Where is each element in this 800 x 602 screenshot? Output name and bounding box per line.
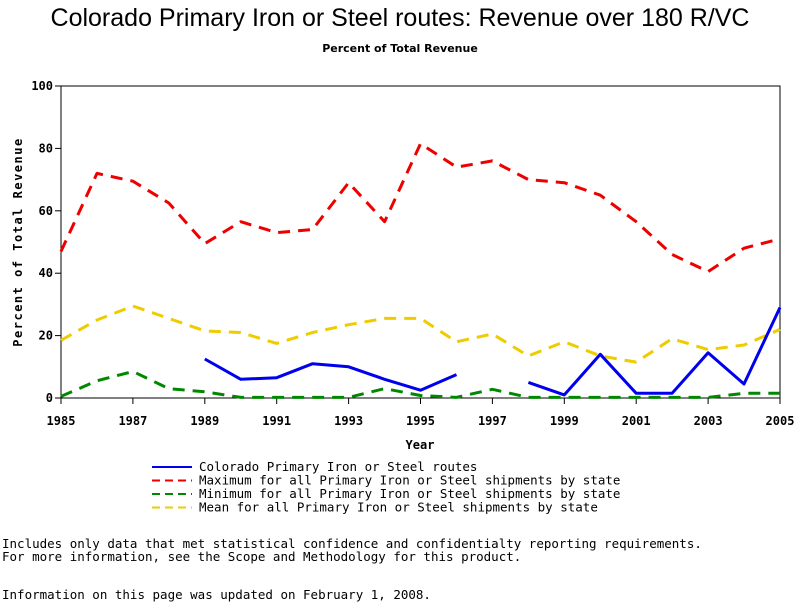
x-tick-label: 1995 <box>406 414 435 428</box>
y-tick-label: 0 <box>46 391 53 405</box>
x-tick-label: 2001 <box>622 414 651 428</box>
x-tick-label: 1989 <box>190 414 219 428</box>
y-tick-label: 60 <box>39 204 53 218</box>
series-group <box>59 142 782 399</box>
legend-label-1: Maximum for all Primary Iron or Steel sh… <box>199 473 620 488</box>
chart-subtitle: Percent of Total Revenue <box>322 42 478 55</box>
x-tick-label: 2003 <box>694 414 723 428</box>
y-axis-title: Percent of Total Revenue <box>11 137 25 346</box>
legend-label-0: Colorado Primary Iron or Steel routes <box>199 459 477 474</box>
series-line-1 <box>59 142 781 274</box>
plot-frame <box>60 85 781 399</box>
x-tick-label: 1999 <box>550 414 579 428</box>
legend-label-2: Minimum for all Primary Iron or Steel sh… <box>199 486 620 501</box>
note-updated: Information on this page was updated on … <box>2 587 431 602</box>
x-tick-label: 1997 <box>478 414 507 428</box>
legend-label-3: Mean for all Primary Iron or Steel shipm… <box>199 500 598 515</box>
x-tick-label: 1991 <box>262 414 291 428</box>
note-confidence: Includes only data that met statistical … <box>2 536 702 551</box>
legend: Colorado Primary Iron or Steel routesMax… <box>152 459 620 515</box>
series-line-3 <box>60 304 781 364</box>
series-line-0 <box>204 306 782 397</box>
chart-title: Colorado Primary Iron or Steel routes: R… <box>50 4 750 32</box>
y-tick-label: 100 <box>31 79 53 93</box>
note-methodology: For more information, see the Scope and … <box>2 549 522 564</box>
y-tick-label: 40 <box>39 266 53 280</box>
x-tick-label: 1987 <box>118 414 147 428</box>
x-axis-title: Year <box>406 438 435 452</box>
x-axis: 1985 1987 1989 1991 1993 1995 1997 1999 2001 2003… <box>47 398 795 428</box>
y-tick-label: 20 <box>39 329 53 343</box>
x-tick-label: 1985 <box>47 414 76 428</box>
y-axis: 0 20 40 60 80 100 <box>31 79 61 405</box>
series-line-2 <box>60 370 780 399</box>
x-tick-label: 2005 <box>766 414 795 428</box>
y-tick-label: 80 <box>39 141 53 155</box>
x-tick-label: 1993 <box>334 414 363 428</box>
